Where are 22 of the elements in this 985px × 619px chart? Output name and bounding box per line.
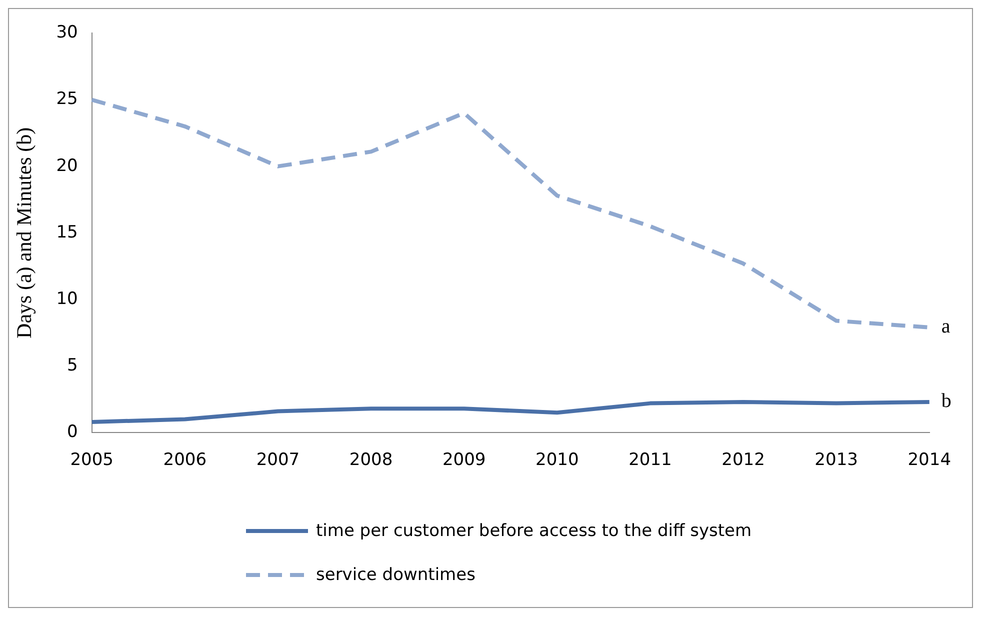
legend-label: time per customer before access to the diff system — [316, 521, 752, 541]
x-tick-label: 2013 — [814, 450, 858, 470]
y-tick-label: 10 — [56, 288, 78, 309]
y-tick-label: 15 — [56, 222, 78, 242]
x-tick-label: 2010 — [535, 450, 579, 470]
x-tick-label: 2011 — [628, 450, 672, 470]
x-tick-label: 2009 — [442, 450, 486, 470]
x-tick-label: 2014 — [908, 450, 951, 470]
x-tick-label: 2005 — [70, 450, 114, 470]
x-tick-label: 2012 — [722, 450, 765, 470]
y-axis-title: Days (a) and Minutes (b) — [12, 127, 36, 338]
y-tick-label: 5 — [67, 355, 78, 376]
x-tick-label: 2007 — [256, 450, 300, 470]
y-tick-label: 20 — [56, 156, 78, 176]
y-tick-label: 30 — [56, 22, 78, 43]
annotation: a — [941, 316, 950, 338]
x-tick-label: 2006 — [163, 450, 207, 470]
y-tick-label: 0 — [67, 422, 78, 442]
x-tick-label: 2008 — [349, 450, 393, 470]
y-tick-label: 25 — [56, 89, 78, 110]
annotation: b — [941, 390, 952, 412]
legend-label: service downtimes — [316, 565, 476, 585]
